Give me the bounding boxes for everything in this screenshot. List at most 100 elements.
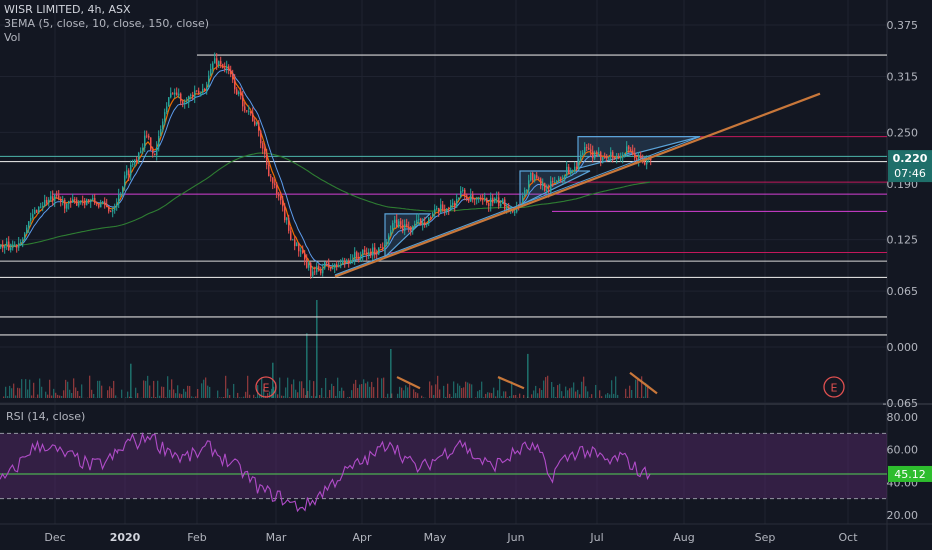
candle-body bbox=[560, 177, 562, 179]
candle-body bbox=[574, 166, 576, 172]
volume-bar bbox=[647, 384, 649, 398]
candle-body bbox=[18, 242, 20, 248]
earnings-marker[interactable]: E bbox=[823, 376, 845, 398]
candle-body bbox=[412, 226, 414, 231]
candle-body bbox=[56, 194, 58, 196]
candle-body bbox=[38, 206, 40, 213]
volume-bar bbox=[137, 393, 139, 398]
candle-body bbox=[360, 256, 362, 259]
candle-body bbox=[204, 88, 206, 91]
volume-bar bbox=[429, 381, 431, 398]
candle-body bbox=[258, 122, 260, 131]
volume-bar bbox=[397, 393, 399, 398]
volume-legend[interactable]: Vol bbox=[4, 31, 21, 44]
candle-body bbox=[100, 203, 102, 208]
candle-body bbox=[606, 157, 608, 159]
volume-bar bbox=[203, 379, 205, 398]
price-tick-label: 0.000 bbox=[887, 341, 919, 354]
symbol-title[interactable]: WISR LIMITED, 4h, ASX bbox=[4, 3, 131, 16]
candle-body bbox=[302, 250, 304, 254]
candle-body bbox=[570, 171, 572, 174]
candle-body bbox=[486, 198, 488, 203]
volume-bar bbox=[355, 379, 357, 398]
volume-bar bbox=[373, 387, 375, 398]
rsi-tick-label: 60.00 bbox=[887, 444, 919, 457]
candle-body bbox=[370, 251, 372, 256]
ema-legend[interactable]: 3EMA (5, close, 10, close, 150, close) bbox=[4, 17, 209, 30]
volume-bar bbox=[263, 388, 265, 398]
earnings-marker[interactable]: E bbox=[255, 376, 277, 398]
candle-body bbox=[468, 198, 470, 202]
volume-bar bbox=[539, 388, 541, 398]
volume-bar bbox=[173, 389, 175, 398]
volume-bar bbox=[217, 390, 219, 398]
candle-body bbox=[230, 70, 232, 75]
volume-spike bbox=[130, 363, 132, 398]
candle-body bbox=[578, 160, 580, 170]
rsi-legend[interactable]: RSI (14, close) bbox=[6, 410, 86, 423]
candle-body bbox=[406, 224, 408, 227]
volume-bar bbox=[495, 396, 497, 398]
candle-body bbox=[634, 153, 636, 158]
candle-body bbox=[14, 245, 16, 247]
candle-body bbox=[48, 199, 50, 204]
volume-bar bbox=[455, 393, 457, 398]
volume-bar bbox=[143, 380, 145, 398]
horizontal-levels bbox=[0, 54, 887, 336]
volume-bar bbox=[151, 396, 153, 398]
volume-bar bbox=[155, 397, 157, 398]
candle-body bbox=[150, 137, 152, 151]
time-tick-label: Apr bbox=[352, 531, 372, 544]
volume-bar bbox=[449, 393, 451, 398]
candle-body bbox=[500, 203, 502, 207]
volume-bar bbox=[445, 396, 447, 398]
volume-bar bbox=[115, 395, 117, 398]
candle-body bbox=[404, 224, 406, 231]
time-tick-label: Mar bbox=[266, 531, 287, 544]
candle-body bbox=[172, 93, 174, 95]
candle-body bbox=[646, 159, 648, 165]
candle-body bbox=[416, 219, 418, 225]
volume-bar bbox=[27, 389, 29, 398]
volume-bar bbox=[297, 392, 299, 398]
candle-body bbox=[586, 147, 588, 148]
volume-bar bbox=[627, 396, 629, 398]
candle-body bbox=[496, 197, 498, 199]
candle-body bbox=[534, 175, 536, 181]
candle-body bbox=[464, 189, 466, 196]
volume-bar bbox=[377, 377, 379, 398]
volume-bar bbox=[279, 377, 281, 398]
volume-bar bbox=[543, 380, 545, 398]
volume-bar bbox=[107, 390, 109, 398]
candle-body bbox=[286, 217, 288, 221]
volume-bar bbox=[187, 385, 189, 398]
volume-bar bbox=[207, 385, 209, 398]
volume-bar bbox=[185, 391, 187, 398]
candle-body bbox=[264, 148, 266, 155]
candle-body bbox=[374, 247, 376, 254]
volume-bar bbox=[189, 386, 191, 398]
candle-body bbox=[308, 263, 310, 268]
candle-body bbox=[2, 244, 4, 249]
volume-bar bbox=[613, 393, 615, 398]
time-tick-label: Sep bbox=[755, 531, 776, 544]
candle-body bbox=[54, 194, 56, 202]
candle-body bbox=[144, 135, 146, 148]
volume-bar bbox=[559, 383, 561, 398]
candle-body bbox=[280, 196, 282, 201]
candle-body bbox=[608, 156, 610, 159]
volume-bar bbox=[319, 395, 321, 398]
volume-bar bbox=[407, 387, 409, 398]
candle-body bbox=[82, 200, 84, 202]
candle-body bbox=[422, 222, 424, 225]
candle-body bbox=[444, 209, 446, 212]
candle-body bbox=[316, 266, 318, 273]
volume-bar bbox=[59, 395, 61, 398]
candle-body bbox=[338, 265, 340, 268]
volume-bar bbox=[303, 388, 305, 398]
candle-body bbox=[484, 198, 486, 200]
candle-body bbox=[326, 262, 328, 263]
candle-body bbox=[296, 242, 298, 246]
